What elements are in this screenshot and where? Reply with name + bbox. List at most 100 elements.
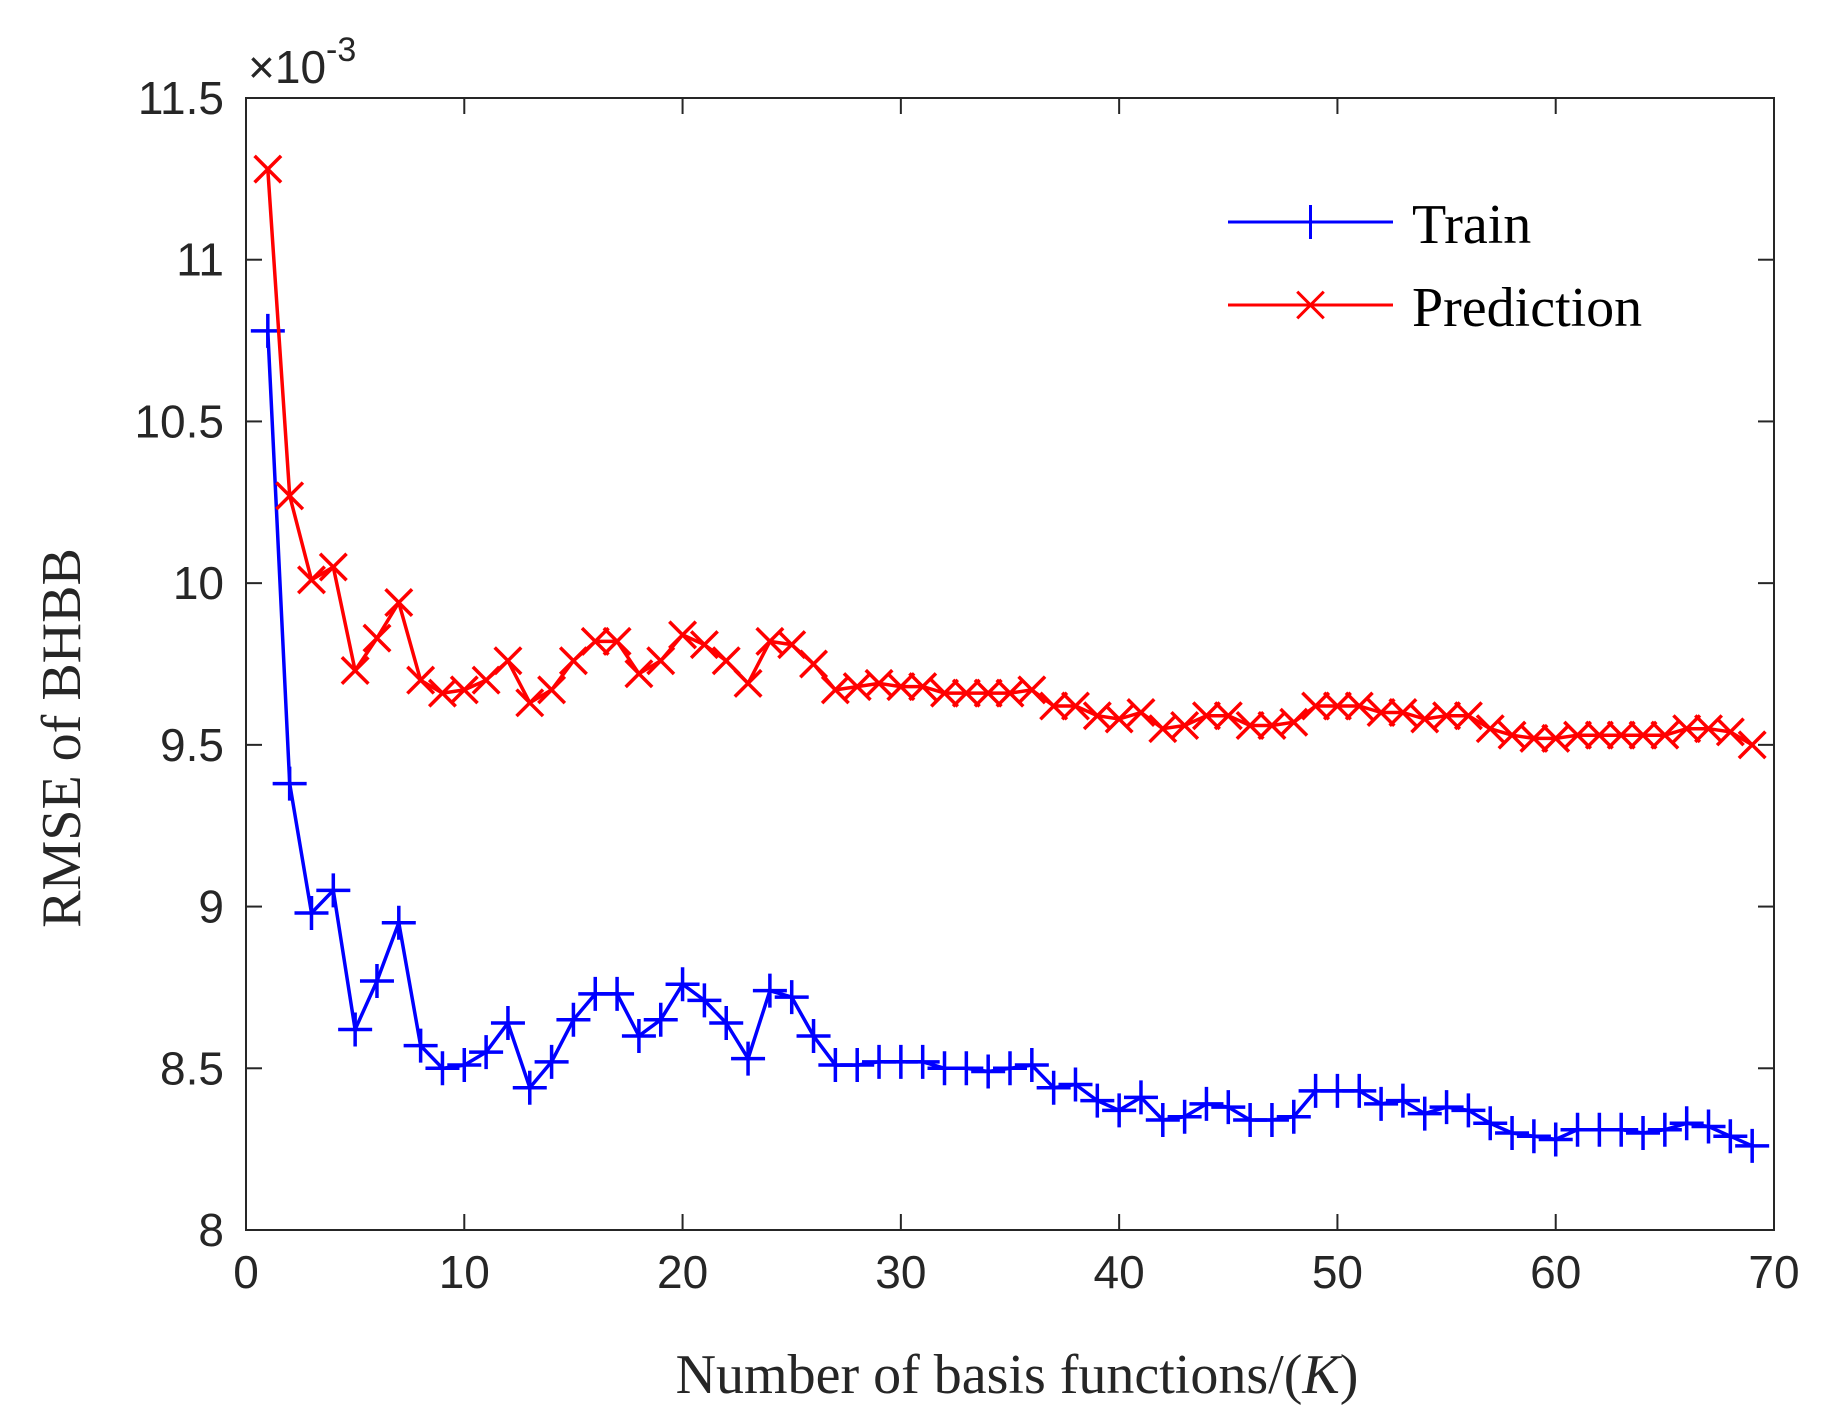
x-tick-label: 40 xyxy=(1094,1246,1145,1298)
data-series xyxy=(250,154,1770,1163)
y-tick-label: 8.5 xyxy=(160,1042,224,1094)
data-point-prediction xyxy=(1432,701,1462,731)
data-point-prediction xyxy=(515,688,545,718)
data-point-prediction xyxy=(362,623,392,653)
x-axis-title-variable: K xyxy=(1301,1344,1342,1406)
data-point-prediction xyxy=(1301,691,1331,721)
data-point-train xyxy=(1167,1099,1202,1134)
data-point-prediction xyxy=(1366,698,1396,728)
data-point-prediction xyxy=(1235,710,1265,740)
y-multiplier-base: ×10 xyxy=(248,41,326,93)
data-point-train xyxy=(1713,1119,1748,1154)
x-tick-label: 60 xyxy=(1530,1246,1581,1298)
data-point-train xyxy=(774,980,809,1015)
y-multiplier-exponent: -3 xyxy=(326,31,356,69)
data-point-prediction xyxy=(1606,720,1636,750)
y-tick-label: 9.5 xyxy=(160,719,224,771)
data-point-prediction xyxy=(1170,710,1200,740)
data-point-train xyxy=(556,1002,591,1037)
data-point-train xyxy=(425,1051,460,1086)
data-point-train xyxy=(1058,1067,1093,1102)
data-point-prediction xyxy=(1453,701,1483,731)
y-tick-label: 10 xyxy=(173,557,224,609)
data-point-train xyxy=(1516,1119,1551,1154)
y-axis-multiplier: ×10-3 xyxy=(248,31,356,93)
data-point-train xyxy=(381,905,416,940)
data-point-train xyxy=(752,973,787,1008)
data-point-train xyxy=(359,963,394,998)
legend-label-train: Train xyxy=(1412,194,1531,256)
data-point-prediction xyxy=(340,655,370,685)
data-point-prediction xyxy=(253,154,283,184)
x-axis-title: Number of basis functions/(K) xyxy=(676,1344,1359,1406)
data-point-train xyxy=(294,896,329,931)
data-point-train xyxy=(469,1035,504,1070)
x-axis-title-suffix: ) xyxy=(1340,1344,1359,1406)
x-tick-label: 70 xyxy=(1748,1246,1799,1298)
data-point-prediction xyxy=(1737,730,1767,760)
data-point-prediction xyxy=(799,649,829,679)
plot-area-frame xyxy=(245,97,1775,1231)
data-point-prediction xyxy=(1344,691,1374,721)
legend: Train Prediction xyxy=(1228,194,1642,339)
data-point-prediction xyxy=(275,481,305,511)
data-point-prediction xyxy=(1060,691,1090,721)
data-point-prediction xyxy=(1584,720,1614,750)
x-tick-label: 30 xyxy=(875,1246,926,1298)
data-point-train xyxy=(621,1018,656,1053)
data-point-prediction xyxy=(1650,720,1680,750)
data-point-train xyxy=(1647,1112,1682,1147)
data-point-prediction xyxy=(1322,691,1352,721)
data-point-prediction xyxy=(1628,720,1658,750)
data-point-train xyxy=(993,1051,1027,1086)
data-point-train xyxy=(1691,1109,1726,1144)
data-point-prediction xyxy=(624,659,654,689)
axis-tick-labels: 0 10 20 30 40 50 60 70 8 8.5 9 9.5 10 10.5 11 11.5 xyxy=(134,72,1799,1298)
data-point-train xyxy=(1364,1086,1399,1121)
y-axis-title: RMSE of BHBB xyxy=(31,548,93,928)
data-point-train xyxy=(512,1070,547,1105)
data-point-train xyxy=(338,1012,373,1047)
data-point-prediction xyxy=(1672,714,1702,744)
data-point-prediction xyxy=(1191,701,1221,731)
data-point-train xyxy=(796,1018,831,1053)
series-prediction xyxy=(253,154,1767,760)
data-point-train xyxy=(403,1028,438,1063)
data-point-train xyxy=(949,1051,984,1086)
data-point-train xyxy=(1080,1083,1115,1118)
data-point-prediction xyxy=(1715,717,1745,747)
data-point-train xyxy=(316,873,351,908)
data-point-train xyxy=(1276,1099,1311,1134)
data-point-prediction xyxy=(733,668,763,698)
data-point-prediction xyxy=(1104,704,1134,734)
data-point-train xyxy=(1429,1090,1464,1125)
data-point-train xyxy=(1473,1106,1508,1141)
data-point-prediction xyxy=(1017,675,1047,705)
data-point-train xyxy=(272,766,307,801)
data-point-train xyxy=(840,1048,875,1083)
data-point-prediction xyxy=(1563,720,1593,750)
data-point-prediction xyxy=(689,630,719,660)
data-point-prediction xyxy=(1519,723,1549,753)
data-point-train xyxy=(1254,1103,1289,1138)
data-point-train xyxy=(905,1044,940,1079)
x-tick-label: 50 xyxy=(1312,1246,1363,1298)
x-tick-label: 10 xyxy=(439,1246,490,1298)
data-point-prediction xyxy=(406,665,436,695)
data-point-prediction xyxy=(1279,707,1309,737)
data-point-train xyxy=(709,1006,744,1041)
data-point-prediction xyxy=(886,672,916,702)
data-point-prediction xyxy=(973,678,1003,708)
data-point-train xyxy=(643,1002,678,1037)
legend-label-prediction: Prediction xyxy=(1412,277,1642,339)
data-point-train xyxy=(1123,1080,1158,1115)
data-point-prediction xyxy=(1126,698,1156,728)
data-point-train xyxy=(1538,1122,1573,1157)
data-point-prediction xyxy=(580,626,610,656)
data-point-prediction xyxy=(711,646,741,676)
data-point-prediction xyxy=(930,678,960,708)
data-point-prediction xyxy=(1475,714,1505,744)
data-point-prediction xyxy=(537,675,567,705)
data-point-prediction xyxy=(908,672,938,702)
data-point-train xyxy=(1145,1103,1180,1138)
